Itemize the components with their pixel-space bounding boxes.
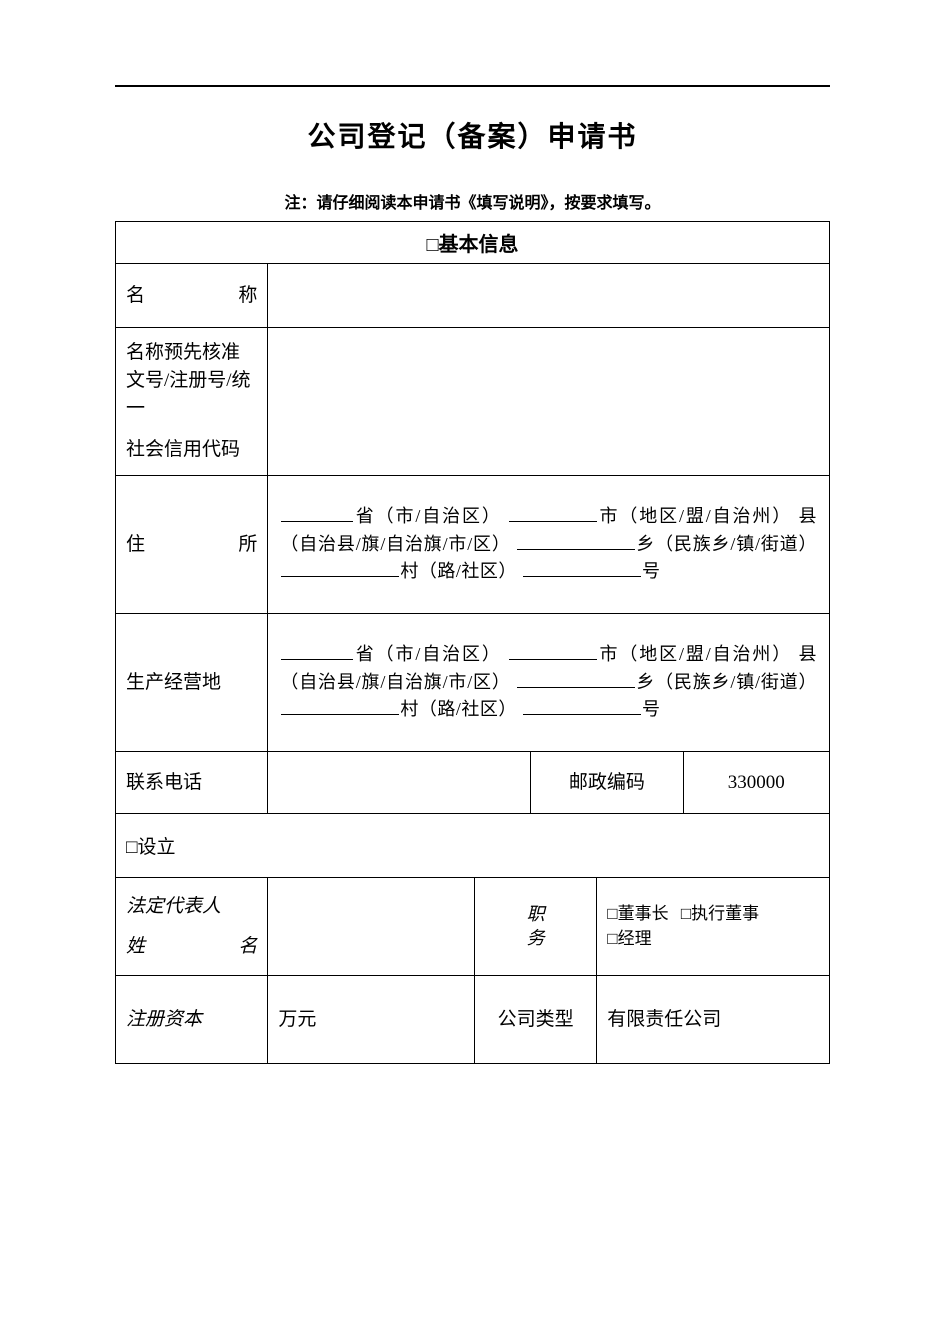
baddr-seg-2: 市（地区/盟/自治州） (598, 644, 792, 664)
addr-seg-6: 号 (642, 561, 661, 581)
addr-seg-4: 乡（民族乡/镇/街道） (636, 534, 817, 554)
addr-blank-4[interactable] (281, 558, 399, 577)
baddr-blank-5[interactable] (523, 696, 641, 715)
label-address: 住 所 (116, 476, 268, 614)
form-table: □基本信息 名 称 名称预先核准文号/注册号/统一 社会信用代码 住 所 省（市… (115, 221, 830, 1064)
label-code: 名称预先核准文号/注册号/统一 社会信用代码 (116, 328, 268, 476)
label-phone: 联系电话 (116, 752, 268, 814)
value-legal-rep[interactable] (268, 878, 475, 976)
label-position: 职 务 (474, 878, 596, 976)
value-biz-address[interactable]: 省（市/自治区） 市（地区/盟/自治州） 县（自治县/旗/自治旗/市/区） 乡（… (268, 614, 830, 752)
value-reg-capital[interactable]: 万元 (268, 976, 475, 1064)
addr-blank-5[interactable] (523, 558, 641, 577)
baddr-blank-4[interactable] (281, 696, 399, 715)
baddr-seg-6: 号 (642, 699, 661, 719)
baddr-blank-3[interactable] (517, 669, 635, 688)
baddr-seg-1: 省（市/自治区） (354, 644, 501, 664)
label-reg-capital: 注册资本 (116, 976, 268, 1064)
label-code-line2: 社会信用代码 (126, 436, 257, 464)
value-company-type[interactable]: 有限责任公司 (597, 976, 830, 1064)
baddr-blank-1[interactable] (281, 641, 353, 660)
opt-manager[interactable]: □经理 (607, 927, 651, 952)
opt-chairman[interactable]: □董事长 (607, 902, 668, 927)
addr-blank-1[interactable] (281, 503, 353, 522)
addr-blank-3[interactable] (517, 531, 635, 550)
instruction-note: 注：请仔细阅读本申请书《填写说明》，按要求填写。 (115, 189, 830, 213)
value-address[interactable]: 省（市/自治区） 市（地区/盟/自治州） 县（自治县/旗/自治旗/市/区） 乡（… (268, 476, 830, 614)
addr-blank-2[interactable] (509, 503, 597, 522)
value-code[interactable] (268, 328, 830, 476)
value-name[interactable] (268, 264, 830, 328)
reg-capital-unit: 万元 (278, 1009, 316, 1030)
label-legal-rep: 法定代表人 姓 名 (116, 878, 268, 976)
label-company-type: 公司类型 (474, 976, 596, 1064)
document-title: 公司登记（备案）申请书 (115, 115, 830, 155)
label-code-line1: 名称预先核准文号/注册号/统一 (126, 339, 257, 422)
label-legal-rep-l1: 法定代表人 (126, 893, 257, 921)
addr-seg-1: 省（市/自治区） (354, 506, 501, 526)
top-rule (115, 85, 830, 87)
value-phone[interactable] (268, 752, 531, 814)
addr-seg-2: 市（地区/盟/自治州） (598, 506, 792, 526)
value-position[interactable]: □董事长 □执行董事 □经理 (597, 878, 830, 976)
label-biz-address: 生产经营地 (116, 614, 268, 752)
value-postcode[interactable]: 330000 (683, 752, 829, 814)
section-establish-header: □设立 (116, 814, 830, 878)
baddr-seg-5: 村（路/社区） (400, 699, 517, 719)
label-postcode: 邮政编码 (531, 752, 683, 814)
baddr-blank-2[interactable] (509, 641, 597, 660)
opt-exec-director[interactable]: □执行董事 (681, 902, 759, 927)
baddr-seg-4: 乡（民族乡/镇/街道） (636, 672, 817, 692)
section-basic-header: □基本信息 (116, 222, 830, 264)
label-name: 名 称 (116, 264, 268, 328)
page: 公司登记（备案）申请书 注：请仔细阅读本申请书《填写说明》，按要求填写。 □基本… (0, 0, 945, 1337)
addr-seg-5: 村（路/社区） (400, 561, 517, 581)
label-legal-rep-l2: 姓 名 (126, 933, 257, 961)
